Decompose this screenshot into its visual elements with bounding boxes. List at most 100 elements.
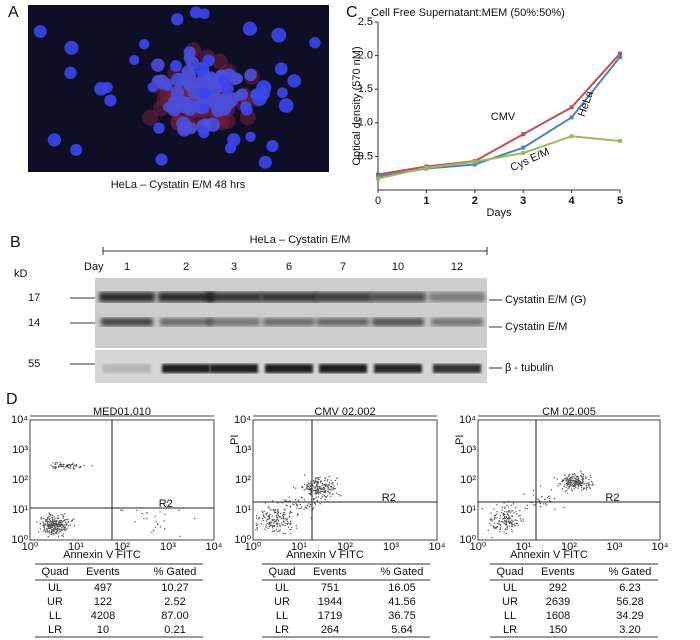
band (160, 318, 212, 326)
event-dot (582, 482, 584, 484)
nucleus (233, 91, 244, 102)
event-dot (580, 475, 583, 477)
event-dot (51, 517, 53, 519)
event-dot (178, 509, 180, 512)
event-dot (284, 509, 286, 511)
event-dot (539, 505, 542, 508)
event-dot (279, 526, 281, 528)
event-dot (314, 478, 317, 480)
nucleus (245, 131, 256, 143)
event-dot (121, 509, 124, 512)
x-tick-label: 10³ (607, 541, 623, 553)
table-cell: 751 (321, 582, 339, 594)
event-dot (46, 524, 49, 526)
event-dot (323, 487, 326, 489)
event-dot (554, 508, 556, 511)
event-dot (576, 475, 578, 478)
event-dot (75, 464, 77, 466)
event-dot (309, 484, 311, 487)
event-dot (533, 503, 535, 506)
event-dot (582, 478, 585, 480)
nucleus (147, 82, 158, 93)
event-dot (59, 520, 61, 522)
table-cell: LL (504, 610, 516, 622)
event-dot (509, 517, 511, 519)
panel-label: B (10, 234, 21, 251)
event-dot (334, 479, 336, 482)
event-dot (488, 522, 491, 524)
nucleus (104, 94, 117, 107)
event-dot (54, 467, 57, 470)
event-dot (59, 462, 62, 464)
event-dot (566, 492, 568, 494)
x-axis-label: Days (486, 207, 512, 219)
event-dot (541, 496, 543, 498)
event-dot (272, 508, 275, 510)
y-tick-label: 1.5 (358, 83, 373, 95)
x-tick-label: 10¹ (68, 541, 84, 553)
event-dot (508, 509, 510, 512)
event-dot (261, 517, 264, 520)
event-dot (571, 475, 573, 477)
event-dot (276, 517, 279, 519)
nucleus (70, 143, 83, 156)
nucleus (309, 37, 321, 49)
event-dot (590, 480, 593, 483)
event-dot (519, 518, 522, 520)
event-dot (265, 514, 267, 516)
event-dot (510, 525, 513, 527)
event-dot (313, 481, 315, 483)
nucleus (228, 72, 242, 86)
event-dot (267, 515, 269, 517)
event-dot (324, 477, 326, 480)
event-dot (576, 481, 578, 484)
event-dot (316, 500, 319, 502)
event-dot (316, 481, 319, 483)
caption: HeLa – Cystatin E/M 48 hrs (111, 179, 246, 191)
event-dot (54, 463, 56, 465)
table-cell: UR (47, 596, 63, 608)
event-dot (306, 487, 308, 490)
day-tick-label: 1 (124, 261, 130, 273)
event-dot (520, 520, 522, 522)
event-dot (573, 477, 576, 479)
event-dot (273, 525, 275, 528)
table-cell: UL (48, 582, 62, 594)
event-dot (50, 514, 52, 517)
x-tick-label: 10² (337, 541, 353, 553)
event-dot (261, 510, 263, 513)
event-dot (336, 483, 339, 485)
event-dot (269, 508, 271, 510)
event-dot (328, 475, 330, 478)
event-dot (61, 513, 63, 516)
nucleus (33, 25, 47, 38)
event-dot (91, 465, 93, 467)
event-dot (490, 518, 492, 520)
event-dot (71, 519, 73, 522)
event-dot (279, 525, 281, 527)
event-dot (43, 528, 46, 530)
event-dot (273, 530, 276, 532)
x-tick-label: 10¹ (291, 541, 307, 553)
event-dot (48, 512, 51, 514)
event-dot (585, 487, 588, 489)
x-tick-label: 10³ (160, 541, 176, 553)
event-dot (61, 526, 63, 529)
event-dot (66, 527, 68, 530)
event-dot (504, 511, 506, 513)
event-dot (489, 524, 492, 526)
event-dot (48, 526, 51, 528)
event-dot (332, 493, 334, 495)
band (374, 364, 422, 373)
event-dot (45, 528, 48, 530)
event-dot (48, 530, 50, 532)
event-dot (508, 516, 511, 518)
event-dot (65, 523, 67, 525)
event-dot (309, 482, 312, 484)
event-dot (496, 510, 498, 513)
event-dot (53, 526, 55, 528)
event-dot (295, 502, 297, 505)
x-axis-label: Annexin V FITC (63, 549, 141, 561)
table-cell: LR (275, 624, 289, 636)
event-dot (321, 496, 323, 498)
